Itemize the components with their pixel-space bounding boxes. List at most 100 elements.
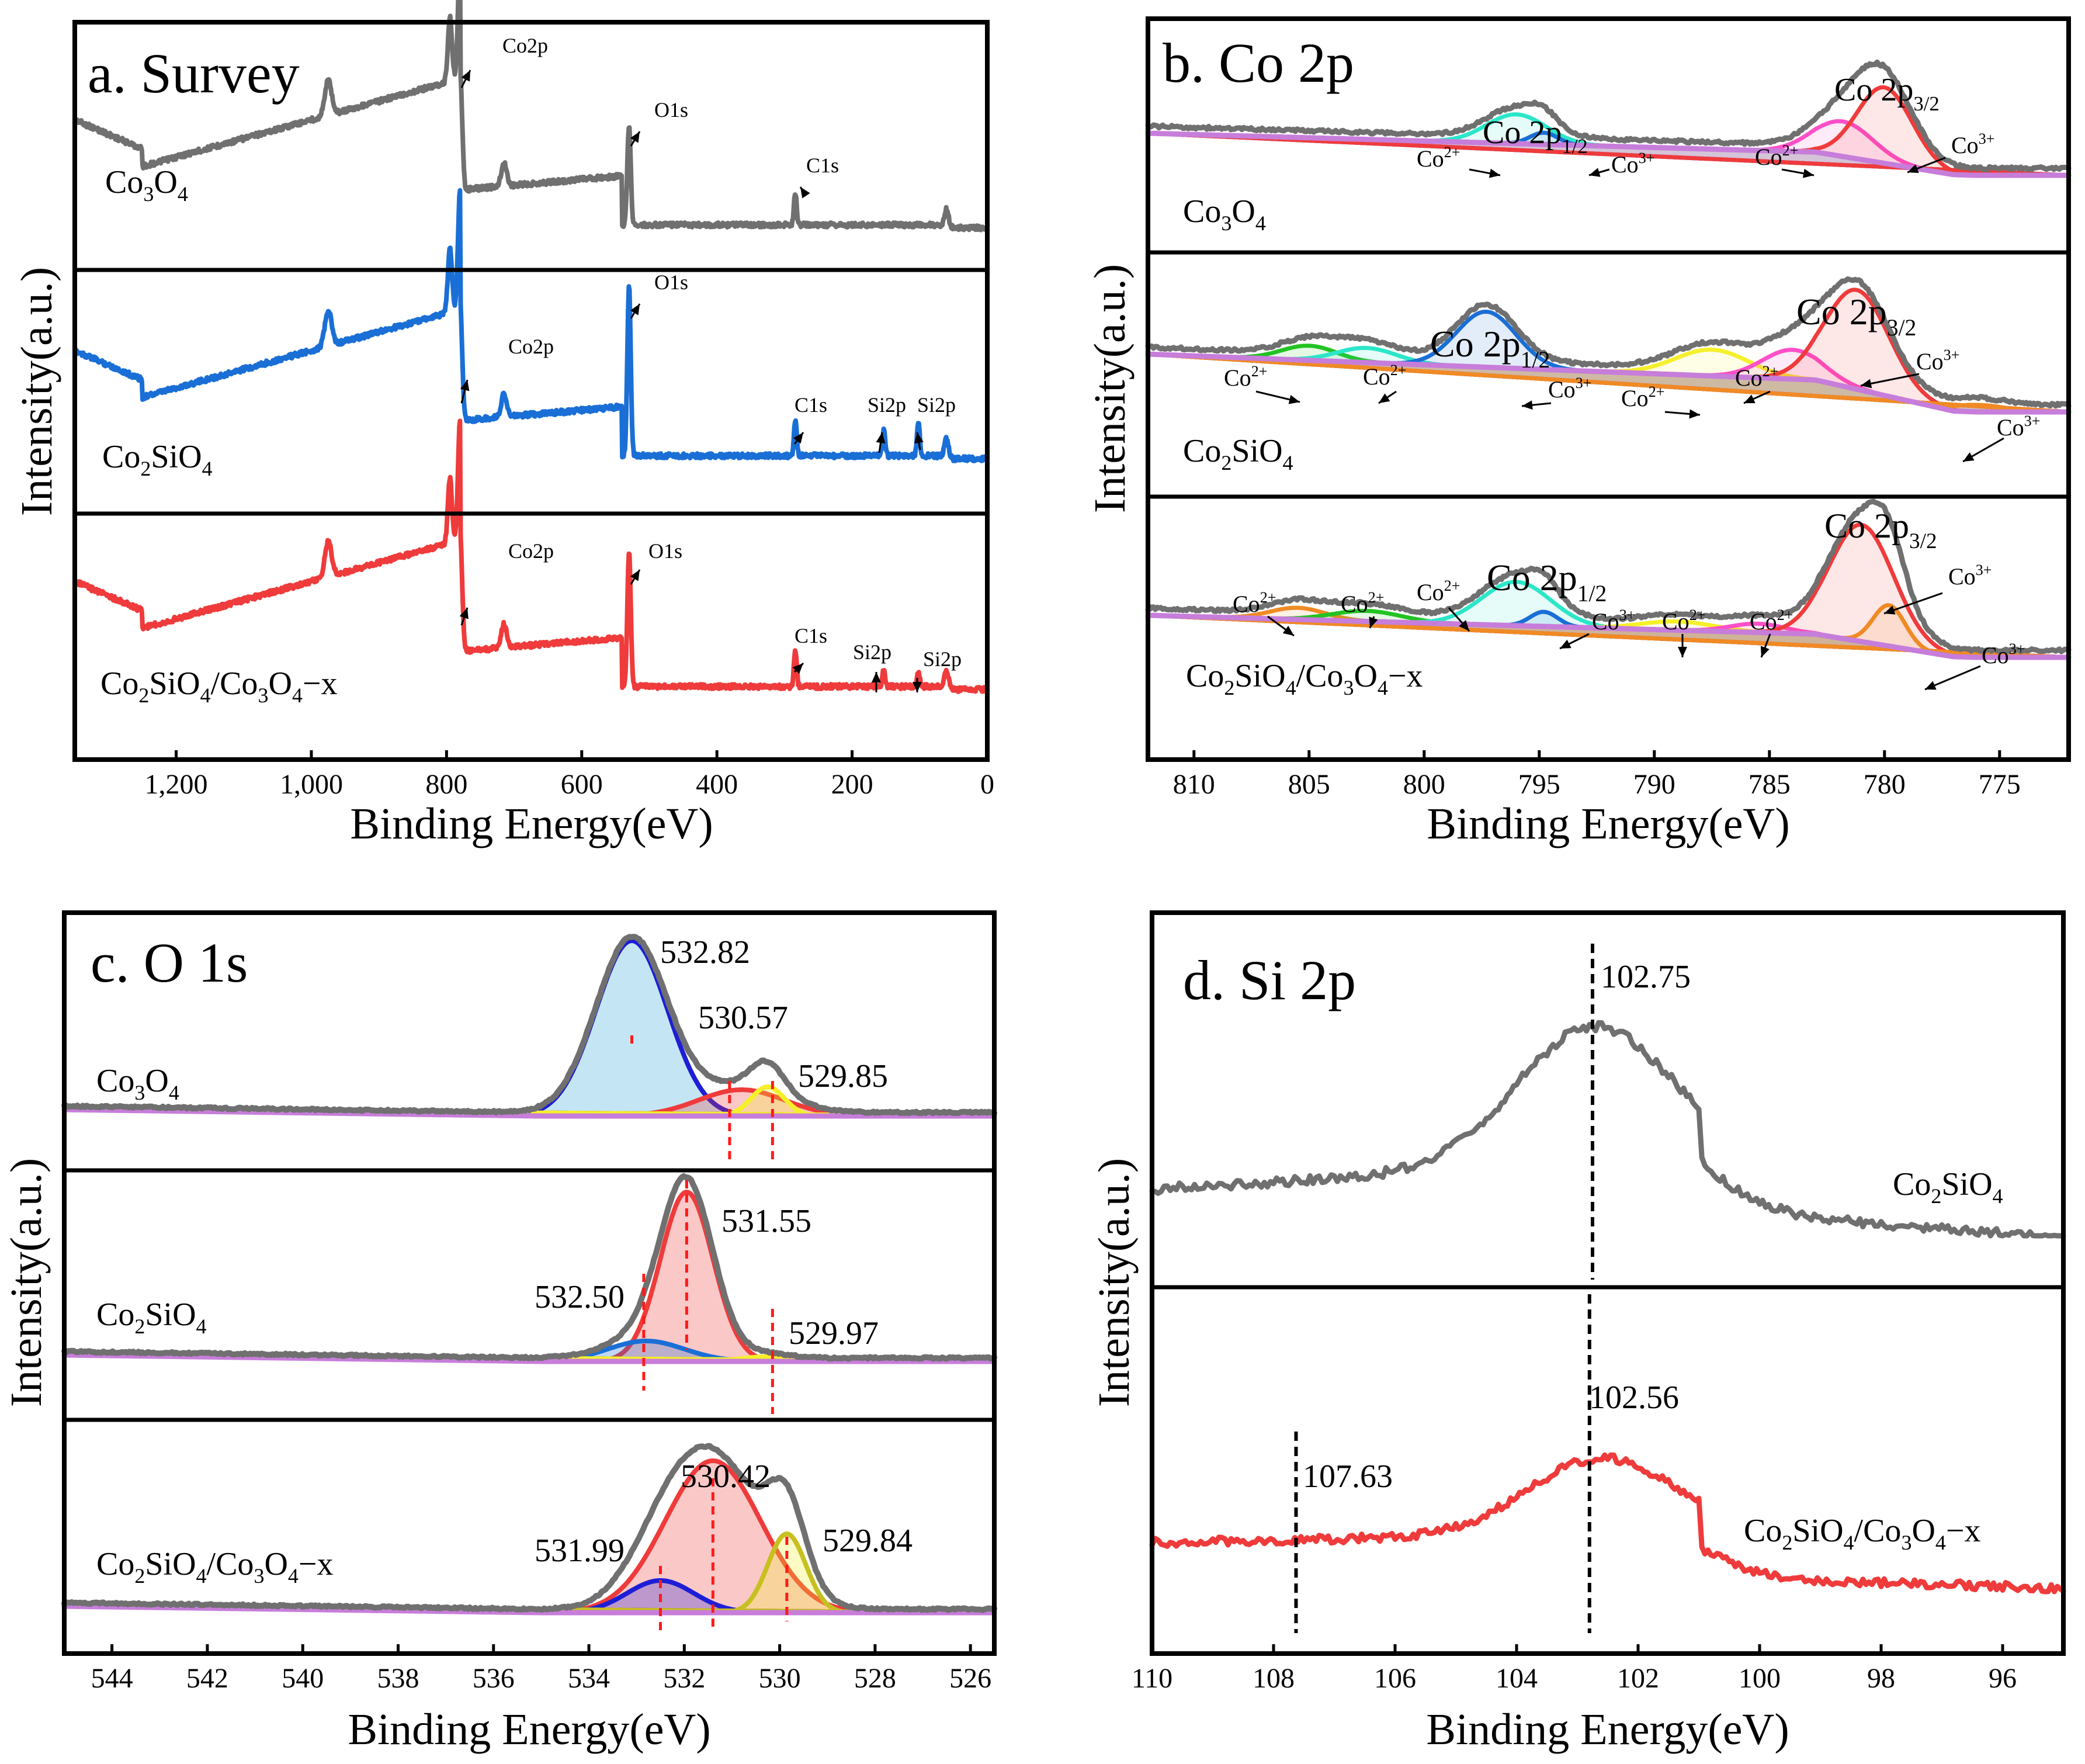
panel-c-tick-label: 538 bbox=[377, 1663, 419, 1694]
panel-c-peak-position: 531.99 bbox=[535, 1533, 625, 1569]
panel-b-component-label: Co2+ bbox=[1233, 589, 1276, 617]
panel-c-envelope-1 bbox=[61, 1173, 997, 1362]
panel-c-annotations: 532.82 530.57 529.85 531.55 532.50 529.97 530.… bbox=[535, 934, 913, 1636]
panel-d-curves bbox=[1149, 1020, 2066, 1595]
panel-b-component-2-3-arrowhead bbox=[1560, 639, 1571, 649]
panel-c-tick-label: 526 bbox=[949, 1663, 991, 1694]
panel-d-curve-co2sio4 bbox=[1149, 1020, 2066, 1239]
panel-a-curves bbox=[72, 0, 990, 694]
panel-b-component-label: Co2+ bbox=[1417, 577, 1460, 605]
panel-c-baseline-1 bbox=[61, 1352, 997, 1364]
panel-b-ylabel: Intensity(a.u.) bbox=[1085, 264, 1135, 513]
panel-d-xlabel: Binding Energy(eV) bbox=[1426, 1705, 1789, 1754]
panel-c-peak-position: 531.55 bbox=[721, 1203, 811, 1239]
panel-b-baseline-1 bbox=[1145, 351, 2072, 415]
panel-a-tick-label: 0 bbox=[980, 769, 994, 800]
panel-b-tick-label: 785 bbox=[1749, 769, 1791, 800]
panel-a-tick-label: 1,000 bbox=[280, 769, 343, 800]
panel-a-peak-label: O1s bbox=[654, 98, 688, 122]
panel-c-tick-label: 540 bbox=[282, 1663, 324, 1694]
panel-b-xlabel: Binding Energy(eV) bbox=[1427, 799, 1789, 848]
panel-d-tick-label: 100 bbox=[1739, 1663, 1781, 1694]
panel-d-peak-position: 107.63 bbox=[1303, 1458, 1393, 1495]
panel-b-component-label: Co2+ bbox=[1417, 144, 1460, 172]
panel-b-component-label: Co3+ bbox=[1548, 375, 1591, 403]
panel-c-tick-label: 544 bbox=[91, 1663, 133, 1694]
panel-a-peak-label: Co2p bbox=[502, 34, 548, 57]
panel-b-component-label: Co2+ bbox=[1662, 607, 1705, 635]
panel-c-baseline-0 bbox=[61, 1107, 997, 1119]
panel-b-component-2-0-arrowhead bbox=[1282, 625, 1294, 636]
panel-b-component-label: Co3+ bbox=[1948, 562, 1992, 590]
panel-a-2-2-arrowhead bbox=[792, 663, 803, 674]
panel-b-component-1-4-arrowhead bbox=[1744, 394, 1756, 403]
panel-d-frame bbox=[1150, 910, 2066, 1656]
panel-a-tick-label: 600 bbox=[561, 769, 603, 800]
panel-a-peak-label: C1s bbox=[806, 154, 839, 177]
panel-c-envelope-2 bbox=[61, 1443, 997, 1613]
panel-a-title: a. Survey bbox=[88, 42, 300, 105]
panel-b-component-label: Co3+ bbox=[1611, 150, 1654, 178]
panel-b-component-0-1-arrowhead bbox=[1589, 168, 1601, 177]
panel-a-0-0-arrowhead bbox=[461, 70, 470, 82]
panel-d-tick-label: 108 bbox=[1253, 1663, 1295, 1694]
panel-c-tick-label: 532 bbox=[663, 1663, 705, 1694]
panel-c-peak-position: 530.42 bbox=[681, 1458, 771, 1495]
panel-b-component-label: Co3+ bbox=[1982, 640, 2025, 668]
panel-c-ylabel: Intensity(a.u.) bbox=[2, 1158, 51, 1407]
panel-b-component-1-0-arrowhead bbox=[1288, 395, 1300, 404]
panel-b-title: b. Co 2p bbox=[1163, 32, 1354, 94]
panel-b-component-label: Co2+ bbox=[1750, 607, 1793, 635]
panel-d-title: d. Si 2p bbox=[1183, 949, 1356, 1011]
panel-d-peak-position: 102.75 bbox=[1601, 959, 1691, 995]
panel-a-tick-label: 400 bbox=[696, 769, 738, 800]
panel-c-frame bbox=[62, 910, 997, 1656]
panel-b-envelope-0 bbox=[1145, 59, 2072, 172]
panel-b-envelope-1 bbox=[1145, 276, 2072, 409]
panel-b-label-co2sio4: Co2SiO4 bbox=[1183, 433, 1293, 474]
panel-b-component-1-6-arrowhead bbox=[1963, 452, 1975, 462]
panel-c-x-ticks: 544 542 540 538 536 534 532 530 528 526 bbox=[91, 1644, 991, 1694]
panel-b-main-label: Co 2p1/2 bbox=[1483, 115, 1588, 158]
panel-d-label-composite: Co2SiO4/Co3O4−x bbox=[1744, 1513, 1980, 1554]
panel-b-label-co3o4: Co3O4 bbox=[1183, 193, 1266, 235]
panel-b-component-label: Co3+ bbox=[1951, 130, 1994, 158]
panel-c-tick-label: 528 bbox=[854, 1663, 896, 1694]
panel-a-annotations: Co2p O1s C1s Co2p O1s C1s Si2p Si2p Co2p O1s C1s Si… bbox=[459, 34, 962, 692]
panel-d-curve-composite bbox=[1149, 1452, 2066, 1595]
panel-a-1-3-arrowhead bbox=[876, 432, 886, 443]
panel-b-component-2-4-arrowhead bbox=[1678, 647, 1687, 657]
panel-a-peak-label: O1s bbox=[648, 539, 682, 563]
panel-a-peak-label: C1s bbox=[795, 624, 827, 647]
panel-c-baseline-2 bbox=[61, 1603, 997, 1616]
panel-b-component-0-3-arrowhead bbox=[1907, 164, 1919, 174]
panel-c-tick-label: 530 bbox=[759, 1663, 801, 1694]
panel-b-tick-label: 795 bbox=[1518, 769, 1560, 800]
panel-c-xlabel: Binding Energy(eV) bbox=[348, 1705, 710, 1754]
panel-b-annotations: Co 2p1/2 Co 2p3/2 Co 2p1/2 Co 2p3/2 Co 2p1/2… bbox=[1224, 72, 2040, 691]
panel-a-2-1-arrowhead bbox=[630, 570, 640, 581]
panel-b-component-label: Co2+ bbox=[1755, 142, 1798, 170]
panel-a-tick-label: 1,200 bbox=[145, 769, 208, 800]
panel-b-tick-label: 800 bbox=[1403, 769, 1445, 800]
panel-a-x-ticks: 1,200 1,000 800 600 400 200 0 bbox=[145, 750, 994, 800]
panel-b-component-0-2-arrowhead bbox=[1802, 168, 1814, 178]
panel-a-peak-label: Si2p bbox=[853, 640, 891, 664]
panel-a-ylabel: Intensity(a.u.) bbox=[12, 267, 61, 516]
panel-b-component-1-3-arrowhead bbox=[1689, 409, 1700, 419]
panel-a-2-4-arrowhead bbox=[913, 682, 922, 692]
panel-c-peak-position: 529.84 bbox=[823, 1523, 913, 1559]
panel-d-tick-label: 110 bbox=[1132, 1663, 1172, 1694]
panel-a-xlabel: Binding Energy(eV) bbox=[350, 799, 713, 848]
panel-c-peak-position: 532.82 bbox=[660, 934, 750, 971]
panel-a-tick-label: 200 bbox=[831, 769, 873, 800]
panel-d-tick-label: 96 bbox=[1989, 1663, 2017, 1694]
panel-c-o1s: 544 542 540 538 536 534 532 530 528 526 532.82 530… bbox=[2, 910, 997, 1754]
panel-b-component-2-7-arrowhead bbox=[1925, 681, 1937, 690]
panel-a-0-2-arrowhead bbox=[800, 187, 810, 199]
panel-a-survey: Co2p O1s C1s Co2p O1s C1s Si2p Si2p Co2p O1s C1s Si… bbox=[12, 0, 994, 848]
panel-d-tick-label: 98 bbox=[1867, 1663, 1895, 1694]
panel-b-baseline-2 bbox=[1145, 612, 2072, 660]
panel-a-peak-label: Co2p bbox=[508, 335, 554, 358]
panel-a-1-4-arrowhead bbox=[914, 432, 924, 444]
